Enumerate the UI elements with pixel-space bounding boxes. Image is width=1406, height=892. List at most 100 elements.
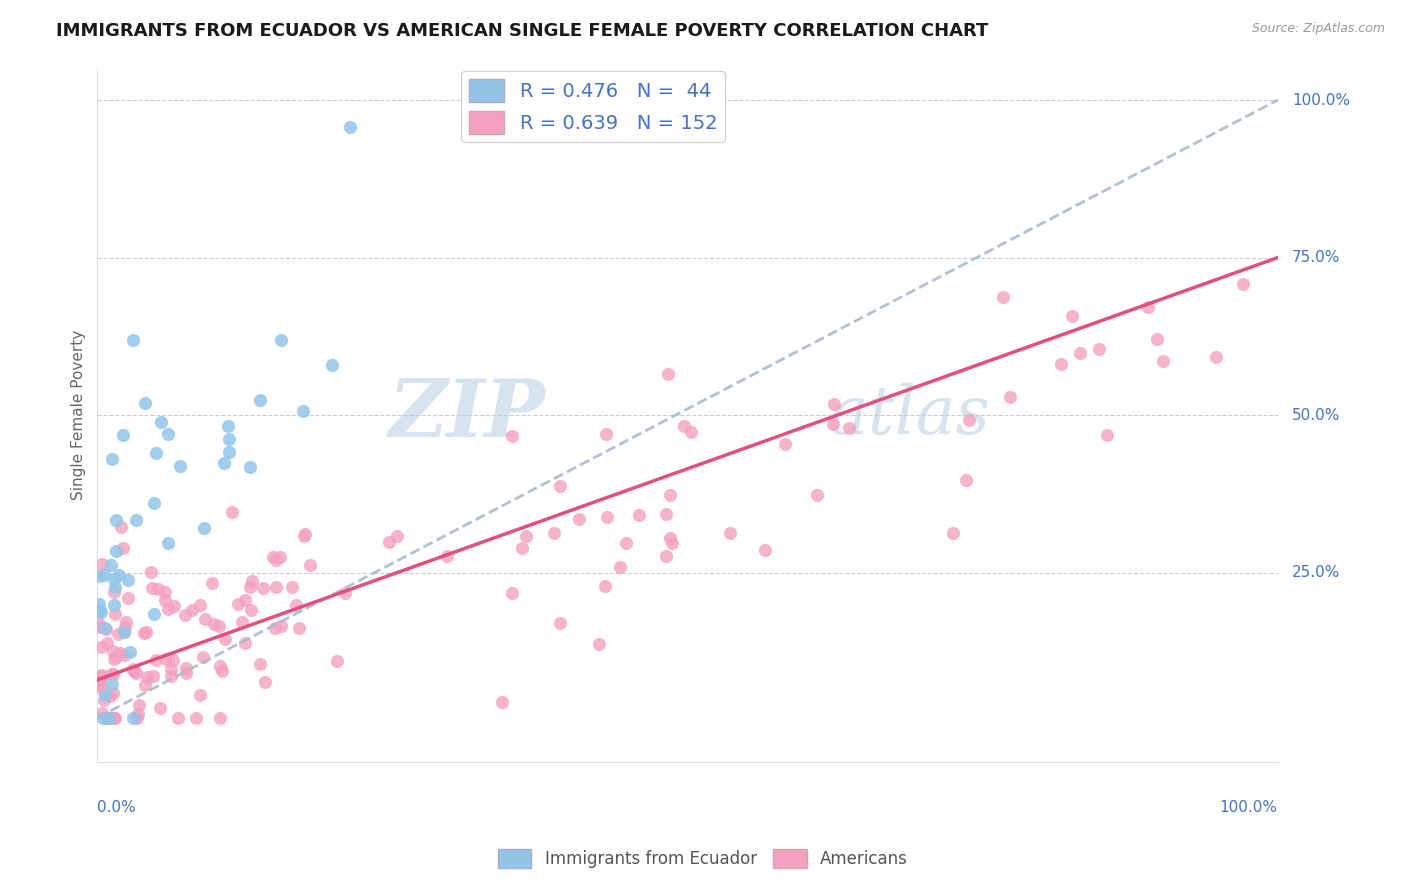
Point: [160, 669, 183, 683]
Point: [823, 417, 845, 431]
Point: [153, 593, 176, 607]
Point: [120, 645, 142, 659]
Point: [98, 689, 121, 703]
Point: [162, 653, 184, 667]
Point: [957, 413, 980, 427]
Point: [661, 536, 683, 550]
Point: [193, 649, 215, 664]
Point: [264, 552, 287, 566]
Point: [942, 525, 965, 540]
Point: [672, 419, 695, 434]
Text: 50.0%: 50.0%: [1292, 408, 1340, 423]
Point: [252, 581, 274, 595]
Point: [501, 429, 523, 443]
Point: [655, 508, 678, 522]
Point: [100, 677, 122, 691]
Point: [125, 513, 148, 527]
Point: [93, 567, 115, 582]
Point: [270, 619, 292, 633]
Point: [1232, 277, 1254, 292]
Point: [595, 426, 617, 441]
Point: [658, 531, 681, 545]
Point: [90, 667, 112, 681]
Point: [91, 711, 114, 725]
Y-axis label: Single Female Poverty: Single Female Poverty: [72, 330, 86, 500]
Point: [103, 666, 125, 681]
Point: [249, 657, 271, 671]
Point: [103, 711, 125, 725]
Point: [114, 615, 136, 629]
Point: [955, 473, 977, 487]
Point: [155, 652, 177, 666]
Point: [105, 543, 128, 558]
Point: [174, 661, 197, 675]
Point: [107, 626, 129, 640]
Point: [775, 437, 797, 451]
Point: [1088, 342, 1111, 356]
Point: [105, 650, 128, 665]
Point: [101, 667, 124, 681]
Point: [93, 680, 115, 694]
Point: [218, 445, 240, 459]
Point: [510, 541, 533, 556]
Point: [288, 621, 311, 635]
Point: [94, 711, 117, 725]
Point: [153, 585, 176, 599]
Text: atlas: atlas: [830, 383, 991, 448]
Point: [491, 695, 513, 709]
Point: [112, 648, 135, 662]
Point: [292, 529, 315, 543]
Point: [186, 711, 208, 725]
Point: [269, 550, 291, 565]
Point: [94, 621, 117, 635]
Point: [134, 395, 156, 409]
Legend: Immigrants from Ecuador, Americans: Immigrants from Ecuador, Americans: [491, 842, 915, 875]
Point: [104, 513, 127, 527]
Point: [1095, 428, 1118, 442]
Point: [90, 605, 112, 619]
Point: [217, 418, 239, 433]
Point: [208, 711, 231, 725]
Point: [226, 597, 249, 611]
Point: [657, 368, 679, 382]
Point: [125, 665, 148, 680]
Point: [501, 586, 523, 600]
Point: [87, 597, 110, 611]
Point: [103, 686, 125, 700]
Point: [157, 427, 180, 442]
Point: [149, 701, 172, 715]
Point: [90, 706, 112, 720]
Point: [108, 568, 131, 582]
Point: [128, 698, 150, 713]
Point: [181, 603, 204, 617]
Point: [103, 572, 125, 586]
Point: [108, 646, 131, 660]
Point: [111, 541, 134, 555]
Point: [93, 688, 115, 702]
Text: 25.0%: 25.0%: [1292, 566, 1340, 580]
Point: [163, 599, 186, 614]
Point: [117, 591, 139, 606]
Point: [1146, 332, 1168, 346]
Point: [127, 711, 149, 725]
Point: [139, 565, 162, 579]
Point: [285, 598, 308, 612]
Point: [103, 598, 125, 612]
Point: [201, 576, 224, 591]
Legend: R = 0.476   N =  44, R = 0.639   N = 152: R = 0.476 N = 44, R = 0.639 N = 152: [461, 71, 725, 142]
Point: [188, 598, 211, 612]
Point: [87, 670, 110, 684]
Point: [121, 333, 143, 347]
Point: [239, 459, 262, 474]
Point: [204, 617, 226, 632]
Point: [231, 615, 253, 630]
Point: [188, 689, 211, 703]
Point: [90, 671, 112, 685]
Point: [122, 664, 145, 678]
Point: [568, 511, 591, 525]
Point: [134, 678, 156, 692]
Point: [1069, 346, 1091, 360]
Text: ZIP: ZIP: [389, 376, 546, 454]
Point: [233, 636, 256, 650]
Point: [91, 557, 114, 571]
